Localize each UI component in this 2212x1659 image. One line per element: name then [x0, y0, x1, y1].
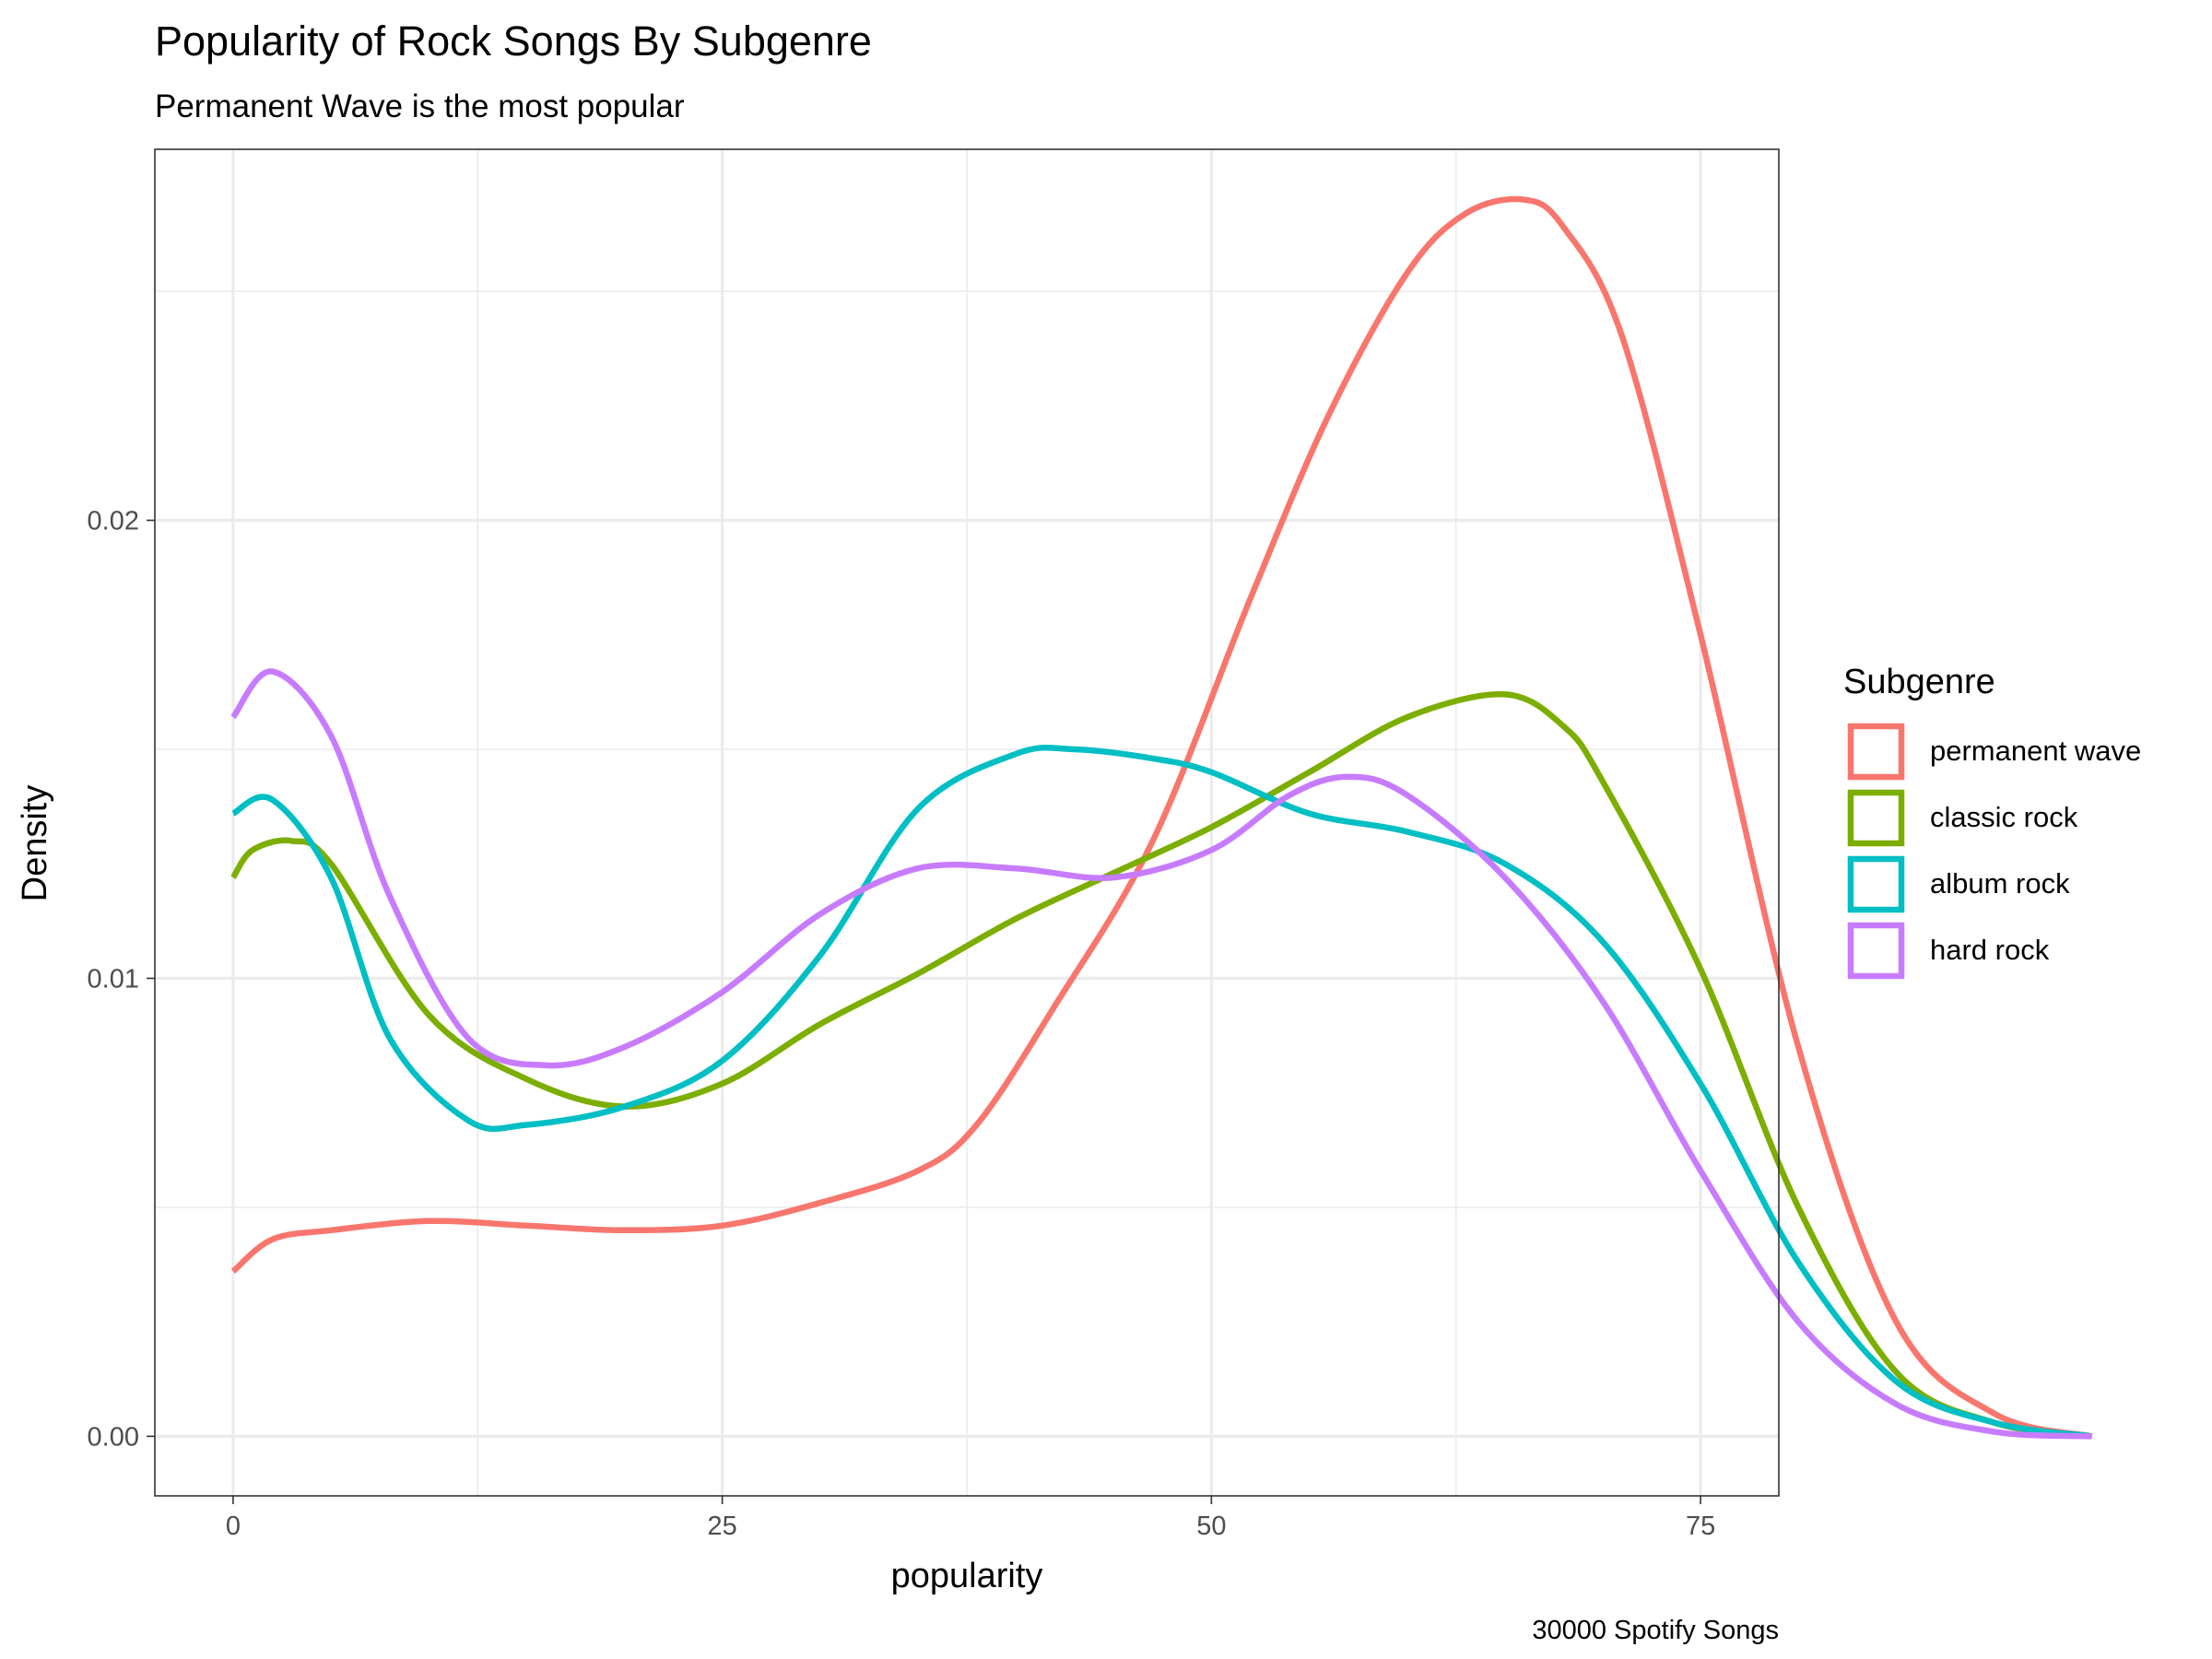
legend-label-hard-rock: hard rock: [1930, 934, 2050, 966]
x-tick-label: 0: [226, 1512, 241, 1541]
y-tick-label: 0.00: [88, 1422, 139, 1452]
y-tick-label: 0.02: [88, 507, 139, 536]
legend-items: permanent wave classic rock album rock hard…: [1847, 723, 2141, 980]
chart-subtitle: Permanent Wave is the most popular: [155, 88, 685, 124]
legend-title: Subgenre: [1843, 663, 1995, 701]
plot-border: [154, 148, 1780, 1497]
series-line-album-rock: [231, 744, 2093, 1440]
y-tick-label: 0.01: [88, 964, 139, 994]
legend: Subgenre permanent wave classic rock album…: [1843, 663, 2141, 980]
x-axis-ticks: 0 25 50 75: [226, 1496, 1715, 1541]
x-tick-label: 50: [1196, 1512, 1226, 1541]
legend-key-hard-rock: [1847, 922, 1905, 980]
minor-gridlines: [155, 149, 1779, 1496]
legend-label-album-rock: album rock: [1930, 867, 2070, 900]
series-line-classic-rock: [230, 691, 2093, 1440]
y-axis-label: Density: [16, 785, 54, 902]
chart-title: Popularity of Rock Songs By Subgenre: [155, 18, 872, 65]
x-tick-label: 75: [1686, 1512, 1715, 1541]
y-axis-ticks: 0.00 0.01 0.02: [88, 507, 155, 1452]
legend-label-permanent-wave: permanent wave: [1930, 735, 2141, 767]
legend-key-album-rock: [1847, 855, 1905, 913]
legend-key-permanent-wave: [1847, 723, 1905, 781]
legend-key-classic-rock: [1847, 789, 1905, 847]
x-tick-label: 25: [708, 1512, 737, 1541]
series-line-permanent-wave: [230, 195, 2093, 1440]
series-line-hard-rock: [230, 668, 2092, 1440]
x-axis-label: popularity: [891, 1557, 1043, 1595]
series-lines: [230, 195, 2093, 1440]
chart-caption: 30000 Spotify Songs: [1532, 1616, 1779, 1645]
legend-label-classic-rock: classic rock: [1930, 801, 2078, 833]
